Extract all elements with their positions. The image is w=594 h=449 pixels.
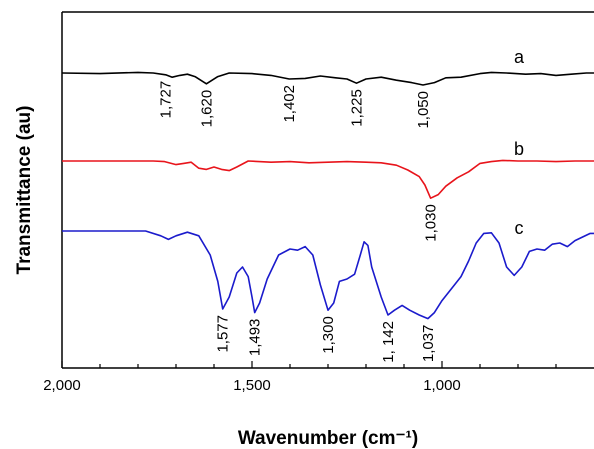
- series-labels: a b c: [514, 47, 525, 238]
- series-b-line: [62, 159, 594, 199]
- series-a-label: a: [514, 47, 525, 67]
- peak-label: 1,493: [247, 319, 264, 357]
- peak-label: 1,727: [158, 81, 175, 119]
- y-axis-title: Transmittance (au): [14, 106, 35, 275]
- series-b-label: b: [514, 139, 524, 159]
- series-c-line: [62, 230, 594, 320]
- x-tick-label: 1,500: [233, 377, 271, 394]
- peak-label: 1,577: [215, 315, 232, 353]
- series-lines: [61, 71, 594, 320]
- peak-label: 1, 142: [380, 321, 397, 363]
- peak-label: 1,225: [349, 89, 366, 127]
- x-tick-label: 2,000: [43, 377, 81, 394]
- peak-label: 1,620: [198, 90, 215, 128]
- peak-label: 1,030: [423, 204, 440, 242]
- x-tick-label: 1,000: [423, 377, 461, 394]
- x-ticks: [61, 361, 557, 368]
- series-a-line: [61, 71, 594, 86]
- peak-label: 1,402: [281, 85, 298, 123]
- series-c-label: c: [515, 218, 524, 238]
- peak-label: 1,037: [420, 325, 437, 363]
- peak-label: 1,300: [320, 316, 337, 354]
- x-tick-labels: 2,000 1,500 1,000: [43, 377, 461, 394]
- peak-labels: 1,727 1,620 1,402 1,225 1,050 1,030 1,577 1,493…: [158, 81, 440, 363]
- peak-label: 1,050: [415, 91, 432, 129]
- x-axis-title: Wavenumber (cm⁻¹): [238, 428, 418, 449]
